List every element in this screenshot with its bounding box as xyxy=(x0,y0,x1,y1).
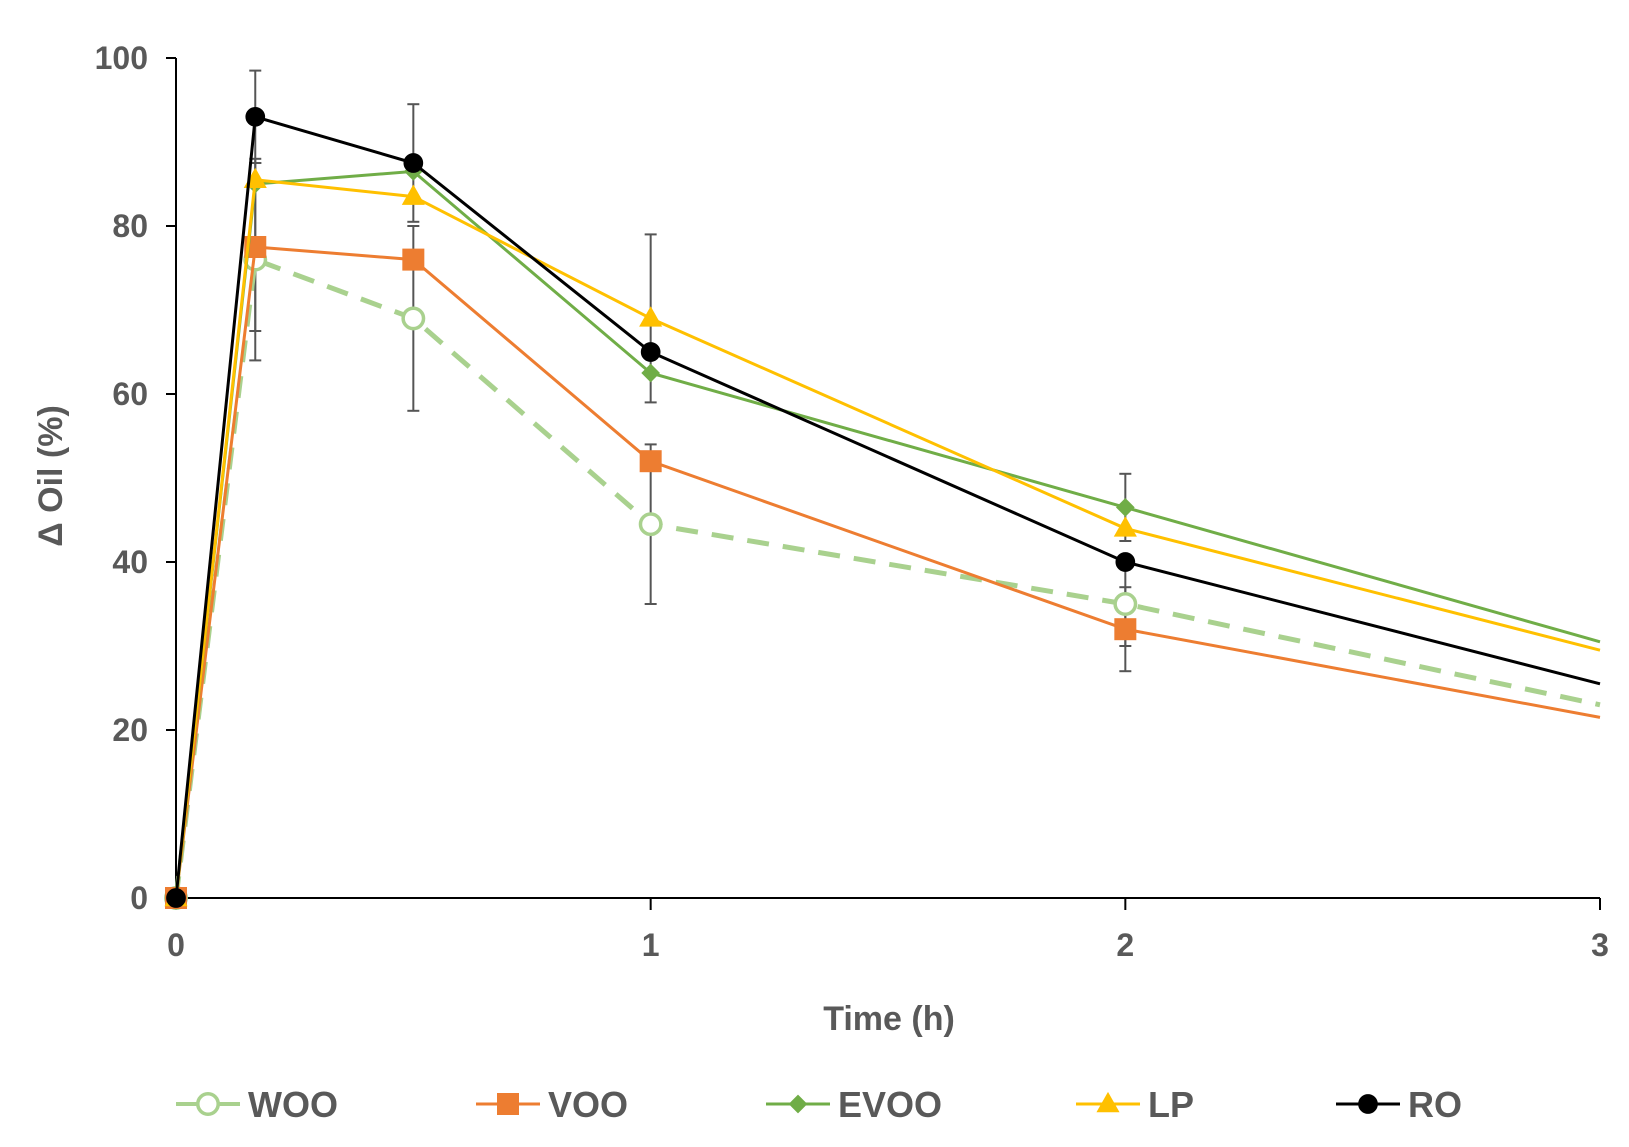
x-tick-labels: 0 1 2 3 xyxy=(167,927,1609,963)
legend-item-ro: RO xyxy=(1336,1084,1462,1125)
legend-marker xyxy=(196,1092,220,1116)
x-tick-label: 2 xyxy=(1116,927,1134,963)
legend-label: EVOO xyxy=(838,1084,942,1125)
series-lp xyxy=(164,167,1601,907)
legend-marker xyxy=(1358,1094,1378,1114)
axis-tick-marks xyxy=(166,57,1601,910)
legend: WOO VOO EVOO LP RO xyxy=(176,1084,1462,1125)
legend-label: VOO xyxy=(548,1084,628,1125)
legend-item-woo: WOO xyxy=(176,1084,338,1125)
x-tick-label: 3 xyxy=(1591,927,1609,963)
legend-item-evoo: EVOO xyxy=(766,1084,942,1125)
legend-marker xyxy=(788,1094,808,1114)
data-point xyxy=(1113,516,1137,537)
y-tick-label: 20 xyxy=(112,712,148,748)
legend-label: WOO xyxy=(248,1084,338,1125)
series-evoo xyxy=(166,162,1601,908)
legend-label: RO xyxy=(1408,1084,1462,1125)
error-bars-voo xyxy=(249,162,1132,673)
legend-marker xyxy=(497,1093,519,1115)
data-point xyxy=(1113,592,1138,616)
series-ro xyxy=(166,106,1601,908)
data-point xyxy=(641,363,661,383)
x-tick-label: 0 xyxy=(167,927,185,963)
y-tick-labels: 0 20 40 60 80 100 xyxy=(95,40,148,916)
y-tick-label: 40 xyxy=(112,544,148,580)
data-point xyxy=(403,153,424,173)
y-tick-label: 100 xyxy=(95,40,148,76)
legend-item-lp: LP xyxy=(1076,1084,1194,1125)
data-point xyxy=(639,450,662,473)
y-tick-label: 60 xyxy=(112,376,148,412)
data-point xyxy=(1115,552,1136,572)
data-point xyxy=(1115,498,1135,517)
y-tick-label: 0 xyxy=(130,880,148,916)
data-point xyxy=(166,888,186,908)
data-point xyxy=(402,248,425,271)
series-line-voo xyxy=(174,245,1601,899)
series-line-lp xyxy=(174,178,1601,899)
series-group xyxy=(164,69,1601,910)
legend-marker xyxy=(1096,1091,1120,1113)
series-line-ro xyxy=(174,114,1601,899)
series-woo xyxy=(164,247,1601,910)
y-axis-title: Δ Oil (%) xyxy=(32,405,70,547)
x-tick-label: 1 xyxy=(642,927,660,963)
legend-label: LP xyxy=(1148,1084,1194,1125)
data-point xyxy=(401,184,425,205)
data-point xyxy=(245,106,266,127)
series-line-woo xyxy=(173,256,1601,899)
data-point xyxy=(401,306,426,331)
data-point xyxy=(638,512,663,537)
error-bars-ro xyxy=(249,69,420,223)
data-point xyxy=(1114,618,1137,641)
x-axis-title: Time (h) xyxy=(823,1000,955,1038)
series-voo xyxy=(165,236,1601,909)
data-point xyxy=(640,342,661,362)
legend-item-voo: VOO xyxy=(476,1084,628,1125)
error-bars-woo xyxy=(249,157,1132,647)
series-line-evoo xyxy=(174,169,1601,899)
y-tick-label: 80 xyxy=(112,208,148,244)
data-point xyxy=(639,306,663,327)
